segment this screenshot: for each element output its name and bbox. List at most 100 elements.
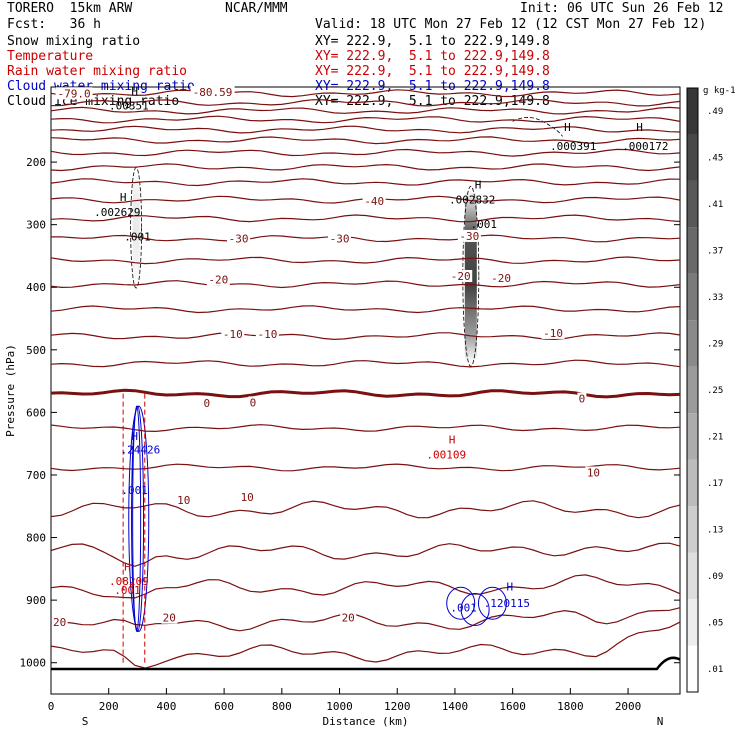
max-marker: H [636, 121, 643, 134]
field-temp-name: Temperature [7, 49, 94, 64]
temp-label-bg [585, 466, 602, 479]
colorbar-segment [687, 599, 698, 646]
temp-label-bg [457, 229, 481, 242]
colorbar-segment [687, 506, 698, 553]
model-title: TORERO 15km ARW [7, 1, 133, 16]
isotherm-line [50, 125, 681, 134]
isotherm-line [50, 305, 681, 314]
temp-label: -20 [491, 272, 511, 285]
init-time: Init: 06 UTC Sun 26 Feb 12 [520, 1, 724, 16]
max-value: .000391 [550, 140, 596, 153]
isotherm-line [50, 163, 681, 172]
isotherm-line [50, 542, 681, 567]
y-tick-label: 300 [26, 219, 46, 232]
isotherm-line [50, 621, 681, 669]
max-marker: H [506, 581, 513, 594]
y-tick-label: 1000 [20, 657, 47, 670]
colorbar-unit: g kg-1 [703, 86, 736, 96]
colorbar-segment [687, 552, 698, 600]
temp-label-bg [577, 392, 587, 405]
temp-label-bg [51, 616, 68, 629]
cloud-water-contour [477, 586, 507, 620]
isotherm-line [50, 332, 681, 341]
cloud-water-contour [460, 593, 490, 627]
temp-label-bg [221, 328, 245, 341]
temp-label-bg [362, 194, 386, 207]
y-tick-label: 600 [26, 406, 46, 419]
contour-label: .001 [114, 584, 141, 597]
x-tick-label: 1600 [499, 700, 526, 713]
temp-label: -40 [364, 195, 384, 208]
isotherm-line [50, 359, 681, 368]
temp-label: 0 [203, 397, 210, 410]
temp-label-bg [449, 269, 473, 282]
x-tick-label: 400 [156, 700, 176, 713]
x-tick-label: 1400 [442, 700, 469, 713]
max-marker: H [475, 178, 482, 191]
temp-label-bg [202, 397, 212, 410]
temp-label: -80.59 [193, 86, 233, 99]
temp-label: -30 [330, 232, 350, 245]
max-marker: H [131, 85, 138, 98]
isotherm-line [50, 388, 681, 399]
colorbar-label: .41 [707, 200, 723, 210]
isotherm-line [50, 500, 681, 519]
y-tick-label: 700 [26, 469, 46, 482]
temp-label: -20 [208, 274, 228, 287]
colorbar-segment [687, 366, 698, 414]
colorbar-segment [687, 645, 698, 692]
max-value: .00109 [426, 449, 466, 462]
colorbar-label: .49 [707, 107, 723, 117]
cloud-water-contour [128, 405, 150, 632]
temp-label: 10 [241, 491, 254, 504]
colorbar-label: .37 [707, 247, 723, 257]
temp-label-bg [255, 328, 279, 341]
forecast-hour: Fcst: 36 h [7, 17, 101, 32]
isotherm-line [50, 574, 681, 599]
y-axis-title: Pressure (hPa) [4, 344, 17, 437]
isotherm-line [50, 424, 681, 433]
colorbar-segment [687, 227, 698, 274]
south-label: S [82, 715, 89, 728]
colorbar-segment [687, 320, 698, 367]
isotherm-line [50, 98, 681, 107]
x-axis-title: Distance (km) [322, 715, 408, 728]
temp-label: -20 [451, 270, 471, 283]
colorbar-segment [687, 180, 698, 228]
contour-label: .001 [124, 230, 151, 243]
temp-label: 10 [587, 466, 600, 479]
colorbar-segment [687, 88, 698, 135]
colorbar-label: .13 [707, 525, 723, 535]
x-tick-label: 0 [48, 700, 55, 713]
x-tick-label: 800 [272, 700, 292, 713]
isotherm-line [50, 234, 681, 243]
y-tick-label: 900 [26, 594, 46, 607]
x-tick-label: 1200 [384, 700, 411, 713]
max-value: .000172 [622, 140, 668, 153]
colorbar-label: .17 [707, 479, 723, 489]
temp-label: 20 [53, 616, 66, 629]
x-tick-label: 1000 [326, 700, 353, 713]
north-label: N [657, 715, 664, 728]
isotherm-line [50, 89, 681, 98]
terrain-line [51, 656, 681, 671]
x-tick-label: 1800 [557, 700, 584, 713]
field-temp-xy: XY= 222.9, 5.1 to 222.9,149.8 [315, 49, 550, 64]
isotherm-line [50, 178, 681, 187]
temp-label-bg [175, 494, 192, 507]
temp-label-bg [161, 611, 178, 624]
temp-label: -10 [223, 328, 243, 341]
max-marker: H [120, 191, 127, 204]
y-tick-label: 800 [26, 532, 46, 545]
max-marker: H [124, 561, 131, 574]
cloud-water-contour [131, 405, 145, 632]
snow-plume [132, 171, 140, 285]
max-value: .00351 [109, 100, 149, 113]
isotherm-line [50, 136, 681, 145]
colorbar-label: .09 [707, 572, 723, 582]
temp-label-bg [489, 271, 513, 284]
colorbar-segment [687, 273, 698, 321]
colorbar-label: .21 [707, 432, 723, 442]
isotherm-line [50, 214, 681, 223]
